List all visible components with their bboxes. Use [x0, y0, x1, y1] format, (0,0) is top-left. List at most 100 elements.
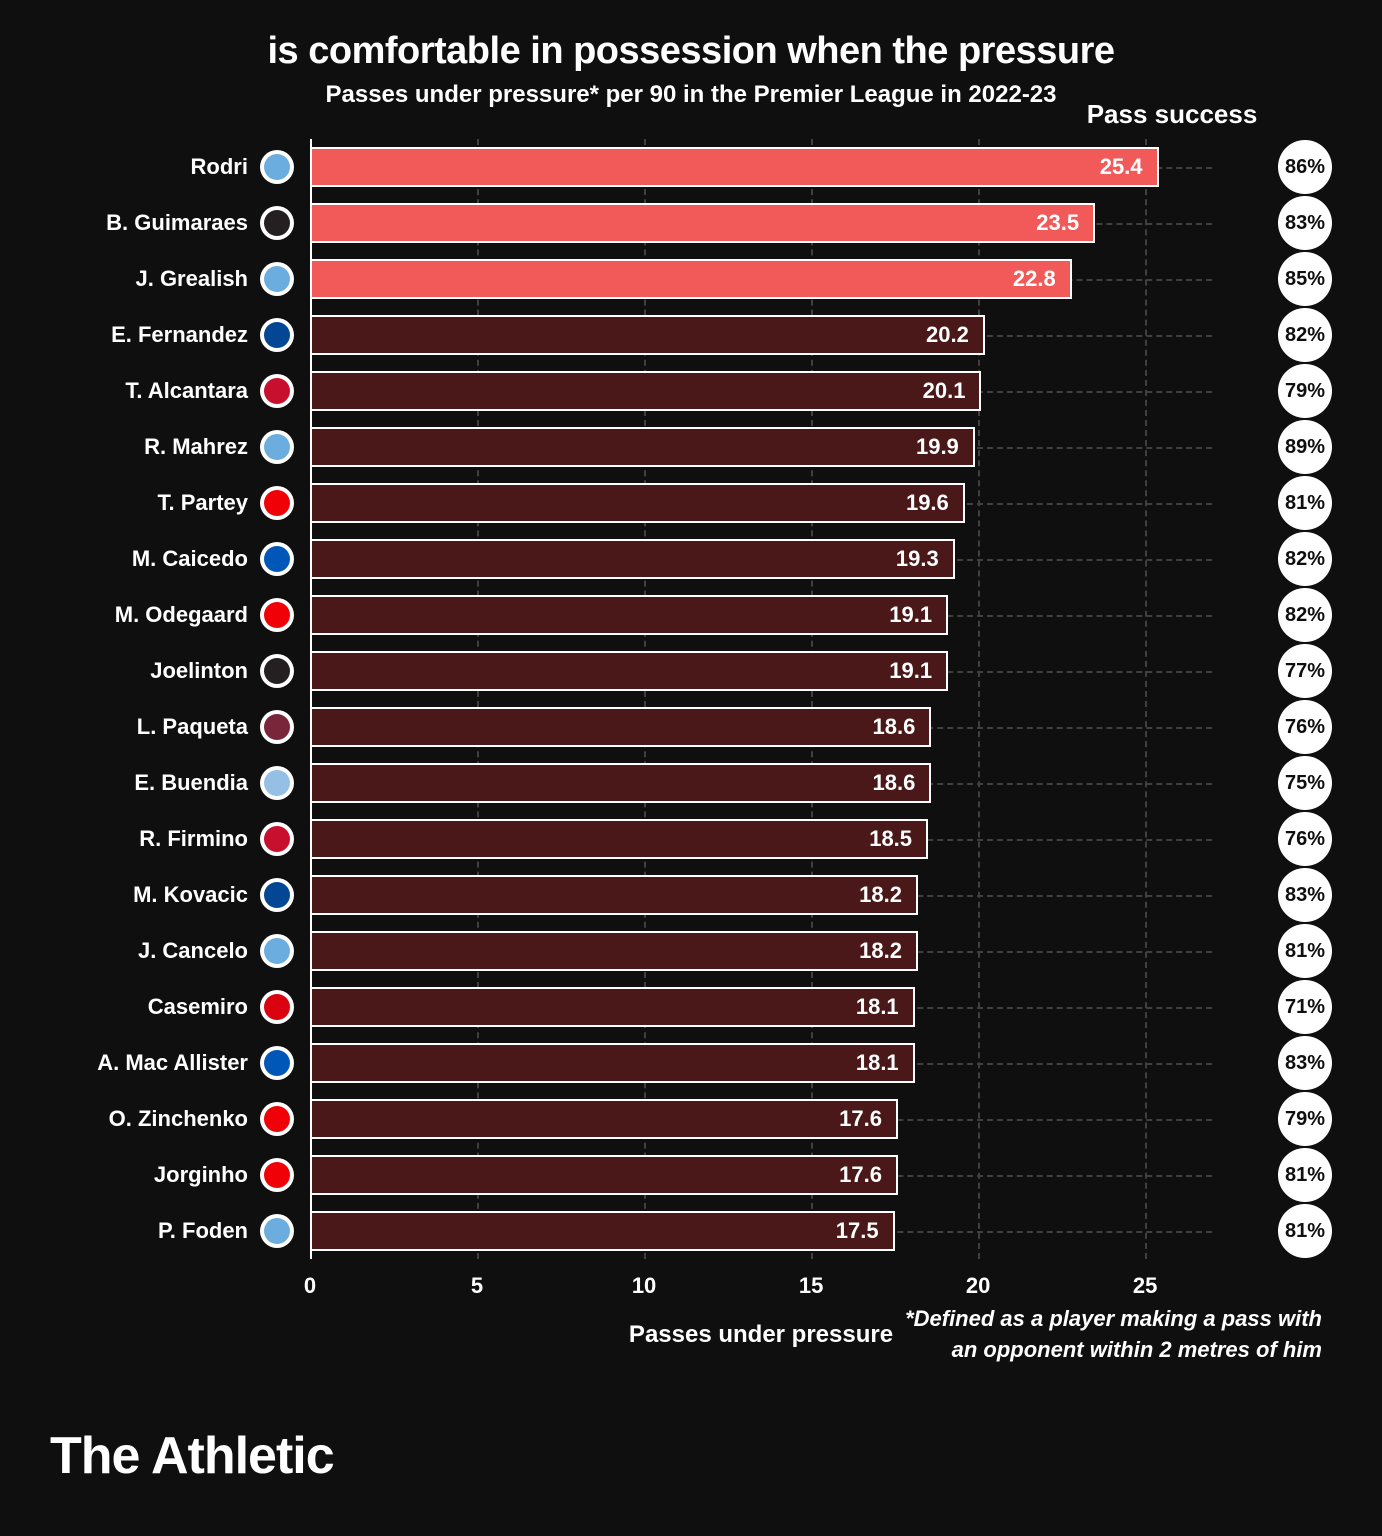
player-name-label: P. Foden — [50, 1218, 260, 1244]
x-tick-label: 0 — [304, 1273, 316, 1299]
x-tick-label: 5 — [471, 1273, 483, 1299]
bar: 18.6 — [310, 763, 931, 803]
player-row: J. Cancelo18.281% — [50, 923, 1332, 979]
pass-success-badge: 89% — [1278, 420, 1332, 474]
pass-success-badge: 81% — [1278, 476, 1332, 530]
chart-area: Passes under pressure 0510152025Rodri25.… — [310, 139, 1212, 1259]
club-badge-icon — [260, 1214, 294, 1248]
bar-value-label: 25.4 — [1100, 154, 1143, 180]
pass-success-badge: 85% — [1278, 252, 1332, 306]
bar-value-label: 19.1 — [889, 658, 932, 684]
pass-success-badge: 82% — [1278, 532, 1332, 586]
bar-value-label: 18.2 — [859, 938, 902, 964]
pass-success-badge: 76% — [1278, 812, 1332, 866]
player-row: Joelinton19.177% — [50, 643, 1332, 699]
player-row: Casemiro 18.1 71% — [50, 979, 1332, 1035]
club-badge-icon — [260, 1158, 294, 1192]
player-name-label: A. Mac Allister — [50, 1050, 260, 1076]
bar: 23.5 — [310, 203, 1095, 243]
player-row: R. Firmino 18.5 76% — [50, 811, 1332, 867]
bar: 19.1 — [310, 595, 948, 635]
bar-track: 22.8 — [310, 259, 1212, 299]
player-name-label: M. Odegaard — [50, 602, 260, 628]
bar-value-label: 17.6 — [839, 1162, 882, 1188]
bar: 19.9 — [310, 427, 975, 467]
player-name-label: E. Buendia — [50, 770, 260, 796]
player-name-label: Joelinton — [50, 658, 260, 684]
club-badge-icon — [260, 374, 294, 408]
bar-track: 25.4 — [310, 147, 1212, 187]
x-tick-label: 20 — [966, 1273, 990, 1299]
bar-track: 18.1 — [310, 987, 1212, 1027]
club-badge-icon — [260, 766, 294, 800]
player-name-label: T. Partey — [50, 490, 260, 516]
pass-success-badge: 83% — [1278, 868, 1332, 922]
bar: 18.2 — [310, 875, 918, 915]
player-row: L. Paqueta18.676% — [50, 699, 1332, 755]
bar: 17.5 — [310, 1211, 895, 1251]
player-name-label: J. Grealish — [50, 266, 260, 292]
bar-value-label: 18.2 — [859, 882, 902, 908]
pass-success-badge: 81% — [1278, 1204, 1332, 1258]
bar-track: 19.6 — [310, 483, 1212, 523]
bar-track: 19.3 — [310, 539, 1212, 579]
pass-success-badge: 82% — [1278, 308, 1332, 362]
player-row: O. Zinchenko17.679% — [50, 1091, 1332, 1147]
bar: 19.6 — [310, 483, 965, 523]
bar-track: 17.6 — [310, 1099, 1212, 1139]
bar-value-label: 18.6 — [873, 714, 916, 740]
chart-footnote: *Defined as a player making a pass with … — [905, 1304, 1322, 1366]
bar-track: 20.2 — [310, 315, 1212, 355]
bar-value-label: 18.5 — [869, 826, 912, 852]
player-row: T. Partey 19.6 81% — [50, 475, 1332, 531]
pass-success-badge: 79% — [1278, 1092, 1332, 1146]
pass-success-badge: 86% — [1278, 140, 1332, 194]
bar-track: 23.5 — [310, 203, 1212, 243]
bar-value-label: 18.1 — [856, 994, 899, 1020]
club-badge-icon — [260, 990, 294, 1024]
footnote-line: an opponent within 2 metres of him — [905, 1335, 1322, 1366]
club-badge-icon — [260, 486, 294, 520]
player-name-label: T. Alcantara — [50, 378, 260, 404]
bar-track: 18.6 — [310, 707, 1212, 747]
player-row: A. Mac Allister 18.1 83% — [50, 1035, 1332, 1091]
player-row: T. Alcantara 20.1 79% — [50, 363, 1332, 419]
player-name-label: Jorginho — [50, 1162, 260, 1188]
x-tick-label: 15 — [799, 1273, 823, 1299]
player-name-label: Casemiro — [50, 994, 260, 1020]
club-badge-icon — [260, 262, 294, 296]
bar-value-label: 18.1 — [856, 1050, 899, 1076]
bar-value-label: 17.5 — [836, 1218, 879, 1244]
bar: 20.2 — [310, 315, 985, 355]
player-row: M. Odegaard 19.1 82% — [50, 587, 1332, 643]
bar: 20.1 — [310, 371, 981, 411]
bar: 25.4 — [310, 147, 1159, 187]
bar: 19.1 — [310, 651, 948, 691]
bar-track: 17.6 — [310, 1155, 1212, 1195]
player-name-label: J. Cancelo — [50, 938, 260, 964]
bar: 18.2 — [310, 931, 918, 971]
bar-value-label: 23.5 — [1036, 210, 1079, 236]
bar-track: 18.6 — [310, 763, 1212, 803]
player-name-label: M. Kovacic — [50, 882, 260, 908]
player-row: Rodri25.486% — [50, 139, 1332, 195]
pass-success-badge: 71% — [1278, 980, 1332, 1034]
club-badge-icon — [260, 150, 294, 184]
pass-success-badge: 82% — [1278, 588, 1332, 642]
pass-success-badge: 83% — [1278, 1036, 1332, 1090]
bar-track: 18.2 — [310, 931, 1212, 971]
bar-track: 19.1 — [310, 651, 1212, 691]
pass-success-badge: 79% — [1278, 364, 1332, 418]
bar-track: 18.5 — [310, 819, 1212, 859]
club-badge-icon — [260, 934, 294, 968]
pass-success-header: Pass success — [1087, 99, 1258, 130]
bar-track: 18.1 — [310, 1043, 1212, 1083]
chart-title: is comfortable in possession when the pr… — [50, 30, 1332, 73]
bar-track: 19.9 — [310, 427, 1212, 467]
bar: 19.3 — [310, 539, 955, 579]
player-name-label: R. Firmino — [50, 826, 260, 852]
club-badge-icon — [260, 542, 294, 576]
player-name-label: M. Caicedo — [50, 546, 260, 572]
club-badge-icon — [260, 318, 294, 352]
player-row: E. Fernandez20.282% — [50, 307, 1332, 363]
